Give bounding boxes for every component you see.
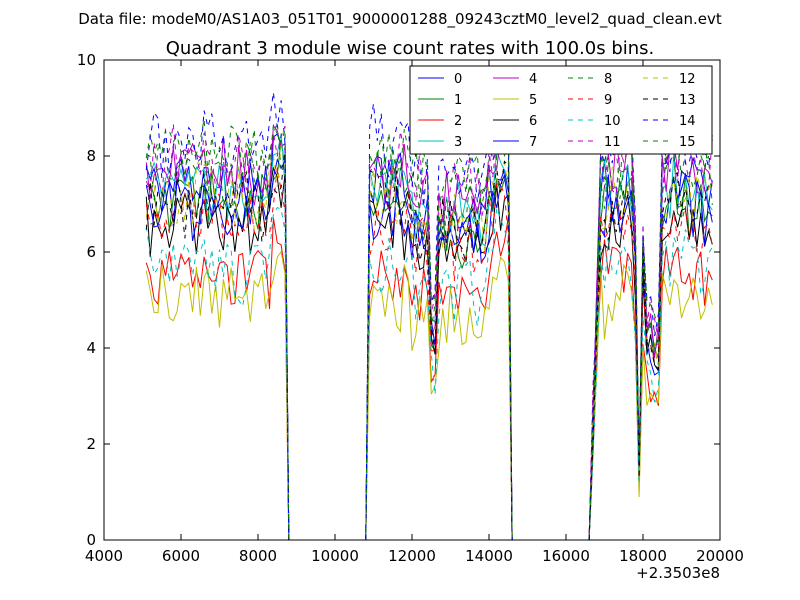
x-tick-label: 18000 bbox=[619, 547, 667, 565]
x-tick-label: 10000 bbox=[311, 547, 359, 565]
x-tick-label: 20000 bbox=[696, 547, 744, 565]
y-tick-label: 8 bbox=[86, 147, 96, 165]
chart-title: Quadrant 3 module wise count rates with … bbox=[166, 38, 655, 59]
y-tick-label: 2 bbox=[86, 435, 96, 453]
legend-label-11: 11 bbox=[604, 135, 621, 150]
suptitle: Data file: modeM0/AS1A03_051T01_90000012… bbox=[78, 10, 722, 29]
legend-label-7: 7 bbox=[529, 135, 537, 150]
x-tick-label: 6000 bbox=[162, 547, 200, 565]
legend-label-10: 10 bbox=[604, 114, 621, 129]
series-line-13 bbox=[145, 147, 713, 540]
ticks-layer: 4000 6000 8000 10000 12000 14000 16000 18000 200… bbox=[77, 51, 744, 565]
legend-label-4: 4 bbox=[529, 72, 537, 87]
x-tick-label: 14000 bbox=[465, 547, 513, 565]
y-tick-label: 6 bbox=[86, 243, 96, 261]
legend-label-9: 9 bbox=[604, 93, 612, 108]
x-tick-label: 16000 bbox=[542, 547, 590, 565]
x-offset-label: +2.3503e8 bbox=[636, 564, 720, 582]
legend-label-15: 15 bbox=[679, 135, 696, 150]
legend-label-12: 12 bbox=[679, 72, 696, 87]
series-layer bbox=[145, 92, 713, 540]
legend-label-0: 0 bbox=[454, 72, 462, 87]
legend-label-3: 3 bbox=[454, 135, 462, 150]
x-tick-label: 12000 bbox=[388, 547, 436, 565]
y-tick-label: 4 bbox=[86, 339, 96, 357]
legend-label-5: 5 bbox=[529, 93, 537, 108]
legend-label-6: 6 bbox=[529, 114, 537, 129]
legend-label-2: 2 bbox=[454, 114, 462, 129]
legend-label-1: 1 bbox=[454, 93, 462, 108]
legend-label-8: 8 bbox=[604, 72, 612, 87]
y-tick-label: 10 bbox=[77, 51, 96, 69]
y-tick-label: 0 bbox=[86, 531, 96, 549]
series-line-10 bbox=[145, 206, 713, 540]
series-line-9 bbox=[145, 167, 713, 540]
series-line-5 bbox=[145, 250, 713, 540]
x-tick-label: 8000 bbox=[239, 547, 277, 565]
legend-box bbox=[409, 65, 713, 155]
x-tick-label: 4000 bbox=[85, 547, 123, 565]
legend-label-14: 14 bbox=[679, 114, 696, 129]
series-line-15 bbox=[145, 103, 713, 540]
legend-label-13: 13 bbox=[679, 93, 696, 108]
